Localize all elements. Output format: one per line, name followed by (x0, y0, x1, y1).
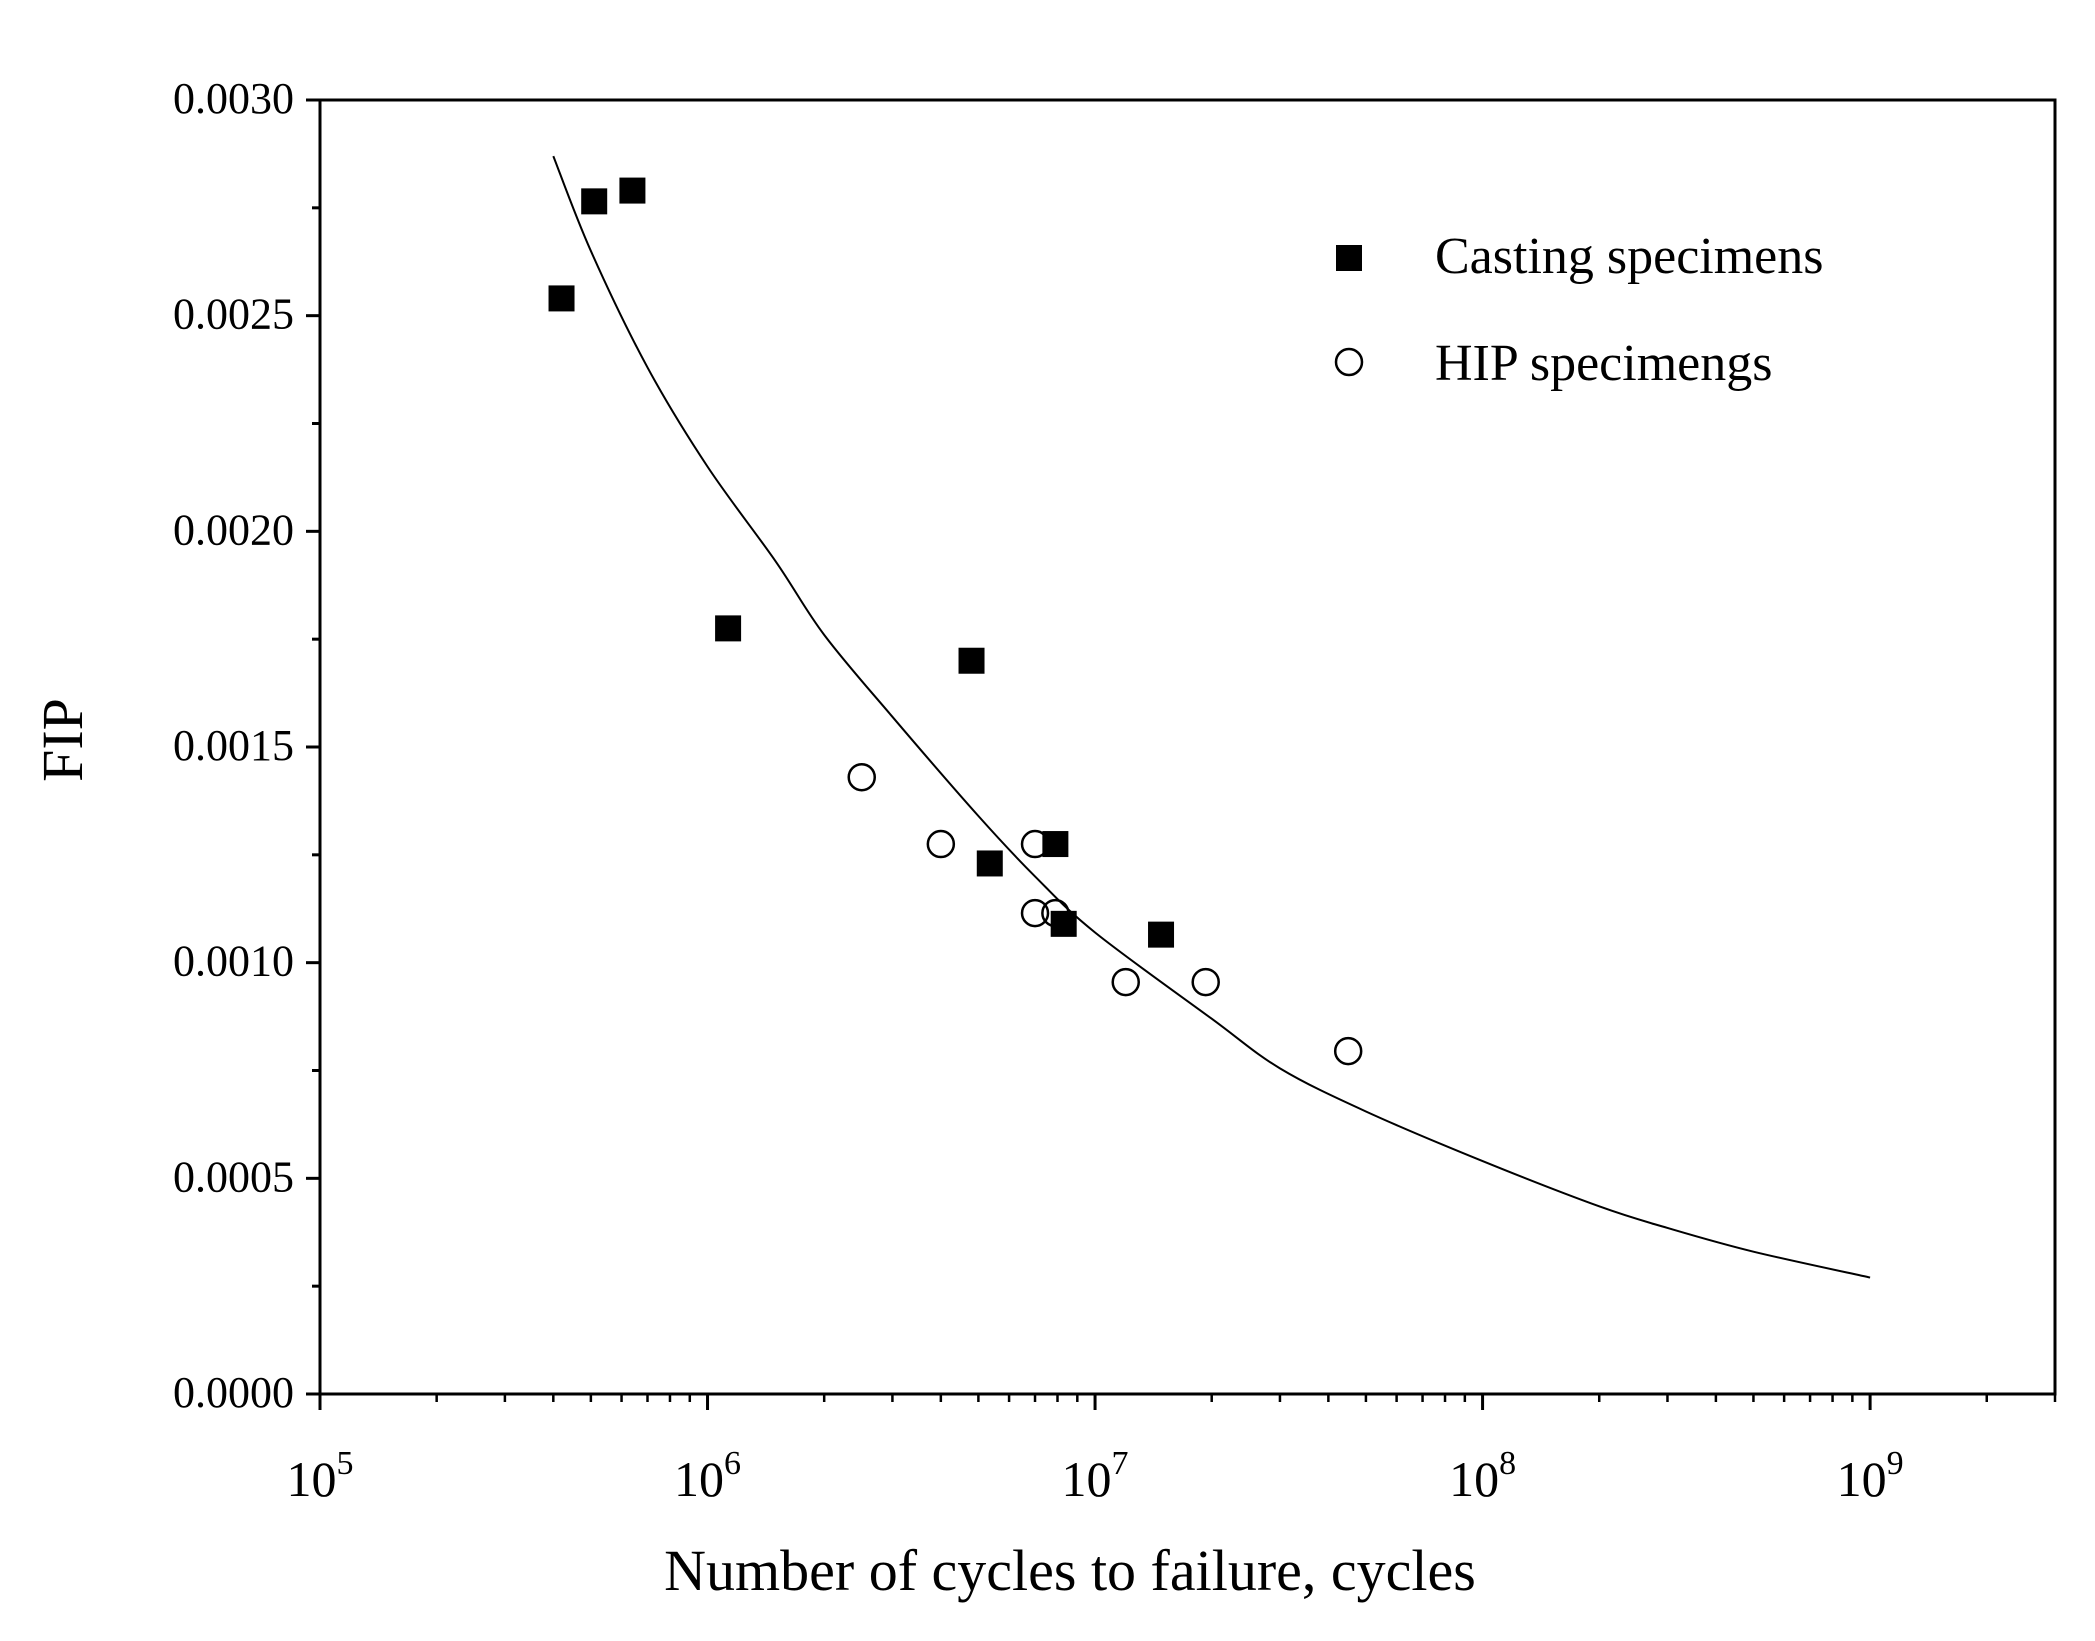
x-tick-label: 109 (1837, 1445, 1904, 1507)
x-tick-label: 107 (1062, 1445, 1129, 1507)
data-points-layer (548, 177, 1363, 1066)
hip-specimen-point (1041, 898, 1070, 928)
plot-frame (318, 98, 2057, 1396)
x-tick-label: 106 (674, 1445, 741, 1507)
y-tick-label: 0.0025 (173, 290, 294, 339)
y-tick-label: 0.0010 (173, 937, 294, 986)
y-axis-title: FIP (30, 698, 95, 782)
x-tick-label: 108 (1449, 1445, 1516, 1507)
casting-specimen-point (619, 177, 646, 204)
legend: Casting specimens HIP specimengs (1334, 228, 1824, 392)
hip-specimen-point (847, 762, 876, 792)
legend-circle-marker (1334, 347, 1364, 377)
x-axis: 105 106 107 108 109 (287, 1394, 2057, 1507)
hip-specimen-point (926, 829, 956, 859)
casting-specimen-point (548, 285, 575, 312)
hip-specimen-point (1191, 967, 1220, 997)
casting-specimen-point (715, 615, 742, 642)
casting-specimen-point (976, 850, 1003, 877)
hip-specimen-point (1020, 829, 1050, 859)
y-tick-label: 0.0030 (173, 74, 294, 123)
legend-square-marker (1336, 245, 1362, 271)
legend-label-hip: HIP specimengs (1435, 335, 1772, 392)
y-tick-label: 0.0020 (173, 505, 294, 554)
y-tick-label: 0.0005 (173, 1152, 294, 1201)
fit-curve-line (552, 155, 1871, 1279)
casting-specimen-point (581, 188, 608, 215)
casting-specimen-point (958, 647, 985, 674)
y-tick-label: 0.0000 (173, 1368, 294, 1417)
casting-specimen-point (1148, 921, 1175, 948)
casting-specimen-point (1042, 831, 1069, 858)
hip-specimen-point (1020, 898, 1050, 928)
hip-specimen-point (1333, 1036, 1363, 1066)
legend-label-casting: Casting specimens (1435, 228, 1824, 285)
y-axis: 0.0000 0.0005 0.0010 0.0015 0.0020 0.0025 0.00… (173, 74, 320, 1417)
fit-curve-layer (552, 155, 1871, 1279)
x-tick-label: 105 (287, 1445, 354, 1507)
hip-specimen-point (1111, 967, 1140, 997)
y-tick-label: 0.0015 (173, 721, 294, 770)
x-axis-title: Number of cycles to failure, cycles (664, 1538, 1476, 1603)
